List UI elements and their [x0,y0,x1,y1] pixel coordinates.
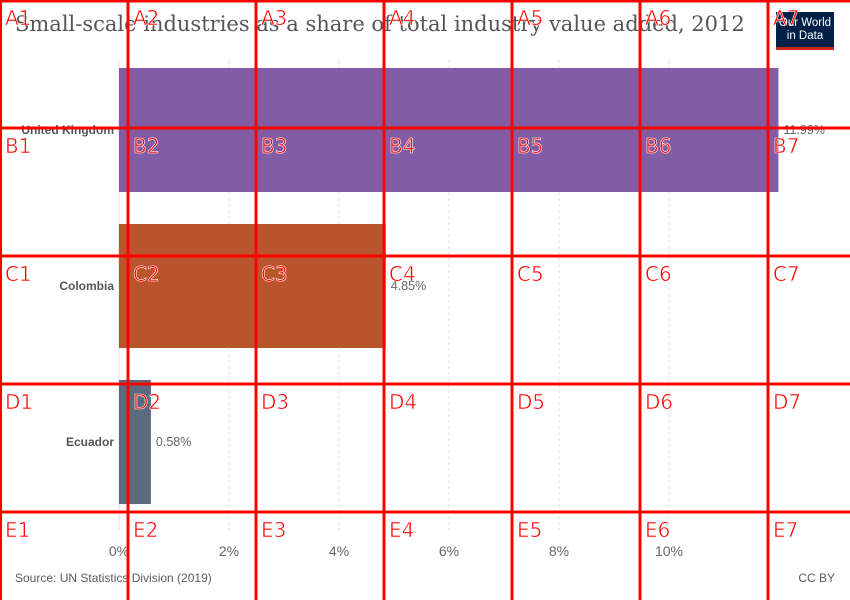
value-label: 11.99% [783,123,824,137]
x-tick-label: 0% [109,543,129,559]
bar [119,224,386,348]
logo-line-2: in Data [786,30,824,42]
x-tick-label: 4% [329,543,349,559]
source-note[interactable]: Source: UN Statistics Division (2019) [15,571,212,585]
chart-title: Small-scale industries as a share of tot… [15,12,745,36]
x-tick-label: 6% [439,543,459,559]
bar [119,380,151,504]
bar [119,68,779,192]
category-label: Colombia [59,279,114,293]
license-label[interactable]: CC BY [798,571,835,585]
value-label: 0.58% [156,435,191,449]
category-label: Ecuador [66,435,114,449]
category-label: United Kingdom [21,123,114,137]
owid-logo[interactable]: Our World in Data [776,12,834,50]
value-label: 4.85% [391,279,426,293]
x-tick-label: 8% [549,543,569,559]
logo-line-1: Our World [778,17,832,29]
x-tick-label: 2% [219,543,239,559]
x-tick-label: 10% [655,543,683,559]
